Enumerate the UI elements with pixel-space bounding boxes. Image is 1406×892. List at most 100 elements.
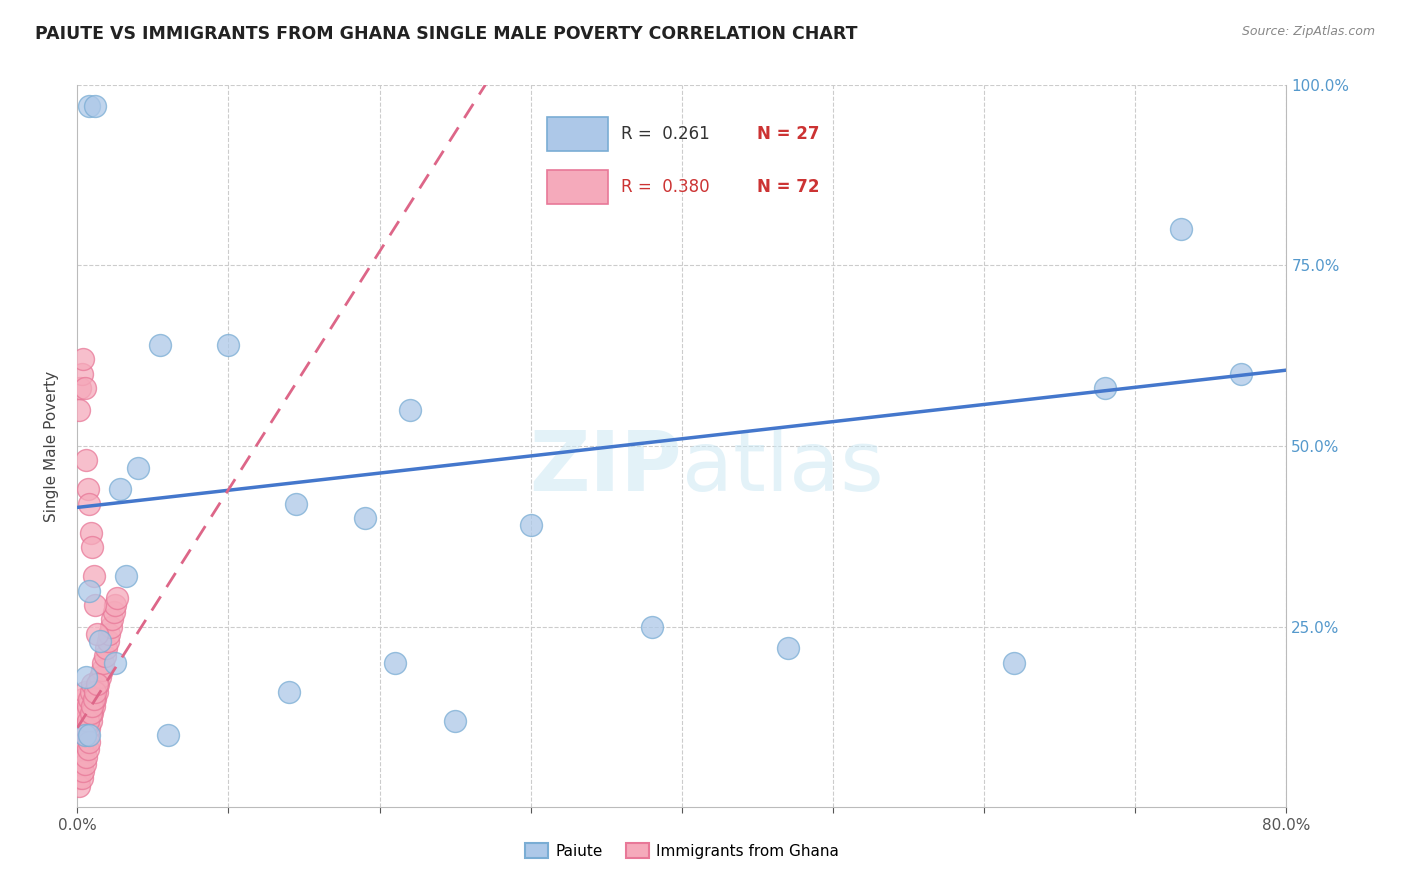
Point (82, 699, 104, 714)
Point (83, 569, 105, 583)
Point (104, 598, 127, 612)
Point (72, 721, 94, 735)
Point (79, 728, 101, 742)
Point (70, 367, 93, 381)
Point (72, 735, 94, 749)
Point (84, 684, 107, 698)
Point (285, 497, 308, 511)
Point (79, 583, 101, 598)
Point (91, 656, 114, 670)
Point (80, 706, 103, 721)
Text: PAIUTE VS IMMIGRANTS FROM GHANA SINGLE MALE POVERTY CORRELATION CHART: PAIUTE VS IMMIGRANTS FROM GHANA SINGLE M… (35, 25, 858, 43)
Point (75, 453, 97, 467)
Point (520, 518, 543, 533)
Point (86, 677, 108, 691)
Point (84, 598, 107, 612)
Point (1094, 381, 1116, 395)
Point (69, 756, 91, 771)
Text: Source: ZipAtlas.com: Source: ZipAtlas.com (1241, 25, 1375, 38)
Point (89, 670, 111, 684)
Point (444, 714, 467, 728)
Point (72, 352, 94, 367)
Point (73, 714, 96, 728)
Point (90, 663, 112, 677)
Point (218, 338, 240, 352)
Point (72, 749, 94, 764)
Point (104, 656, 127, 670)
Point (75, 670, 97, 684)
Point (83, 692, 105, 706)
Point (77, 699, 100, 714)
Text: ZIP: ZIP (530, 427, 682, 508)
Point (73, 728, 96, 742)
Point (75, 749, 97, 764)
Point (70, 728, 93, 742)
Point (82, 540, 104, 554)
Point (94, 641, 117, 656)
Point (98, 627, 121, 641)
Point (84, 99, 107, 113)
Point (67, 772, 90, 786)
Point (69, 381, 91, 395)
Point (75, 706, 97, 721)
Point (80, 525, 103, 540)
Point (69, 764, 91, 778)
Point (84, 692, 107, 706)
Point (69, 728, 91, 742)
Point (105, 591, 128, 605)
Point (776, 641, 799, 656)
Point (67, 403, 90, 417)
Point (79, 497, 101, 511)
Point (101, 612, 124, 626)
Point (86, 684, 108, 698)
Point (70, 772, 93, 786)
Point (127, 460, 149, 475)
Point (72, 692, 94, 706)
Point (1170, 222, 1192, 236)
Point (96, 634, 118, 648)
Point (79, 735, 101, 749)
Point (100, 619, 122, 633)
Point (73, 684, 96, 698)
Point (77, 742, 100, 756)
Point (77, 714, 100, 728)
Point (103, 605, 125, 619)
Point (73, 381, 96, 395)
Point (73, 742, 96, 756)
Point (69, 735, 91, 749)
Point (77, 483, 100, 497)
Point (70, 756, 93, 771)
Point (1004, 656, 1026, 670)
Point (149, 338, 172, 352)
Point (87, 677, 110, 691)
Point (70, 742, 93, 756)
Point (80, 684, 103, 698)
Point (69, 714, 91, 728)
Point (67, 742, 90, 756)
Point (70, 699, 93, 714)
Point (72, 764, 94, 778)
Point (89, 634, 111, 648)
Point (93, 648, 115, 663)
Text: atlas: atlas (682, 427, 883, 508)
Point (108, 483, 131, 497)
Legend: Paiute, Immigrants from Ghana: Paiute, Immigrants from Ghana (519, 837, 845, 864)
Point (75, 721, 97, 735)
Point (79, 692, 101, 706)
Point (80, 714, 103, 728)
Point (77, 728, 100, 742)
Point (399, 403, 422, 417)
Point (353, 511, 375, 525)
Point (641, 619, 664, 633)
Point (1230, 367, 1253, 381)
Point (67, 779, 90, 793)
Point (79, 721, 101, 735)
Point (114, 569, 136, 583)
Point (73, 728, 96, 742)
Point (86, 627, 108, 641)
Point (83, 699, 105, 714)
Point (384, 656, 406, 670)
Point (82, 677, 104, 691)
Point (278, 684, 301, 698)
Point (157, 728, 180, 742)
